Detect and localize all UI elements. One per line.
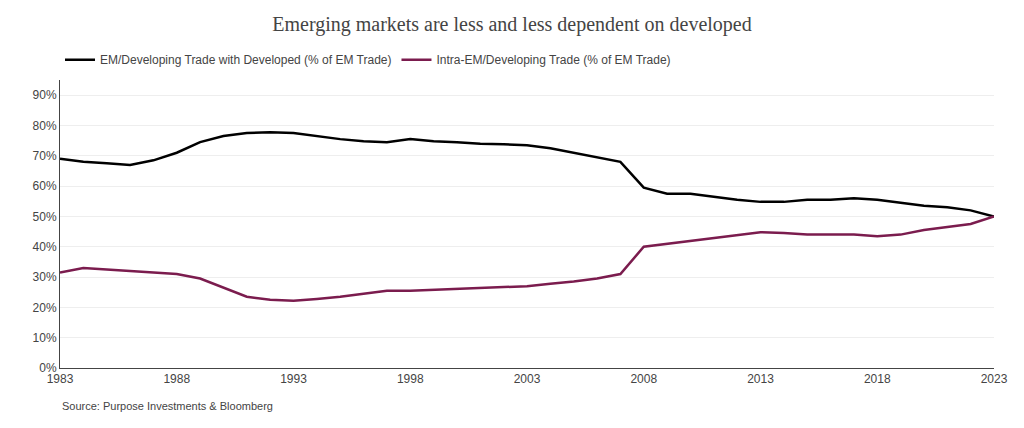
- svg-text:1988: 1988: [163, 372, 190, 386]
- svg-text:90%: 90%: [33, 88, 57, 102]
- svg-text:20%: 20%: [33, 301, 57, 315]
- svg-text:2008: 2008: [630, 372, 657, 386]
- svg-text:40%: 40%: [33, 240, 57, 254]
- svg-text:1983: 1983: [47, 372, 74, 386]
- svg-text:70%: 70%: [33, 149, 57, 163]
- svg-text:2018: 2018: [864, 372, 891, 386]
- svg-text:Source: Purpose Investments &: Source: Purpose Investments & Bloomberg: [62, 400, 273, 412]
- svg-text:2023: 2023: [981, 372, 1008, 386]
- svg-text:60%: 60%: [33, 179, 57, 193]
- svg-text:2013: 2013: [747, 372, 774, 386]
- svg-text:1998: 1998: [397, 372, 424, 386]
- svg-text:80%: 80%: [33, 119, 57, 133]
- svg-text:10%: 10%: [33, 331, 57, 345]
- svg-text:30%: 30%: [33, 270, 57, 284]
- svg-text:0%: 0%: [39, 361, 57, 375]
- svg-text:Intra-EM/Developing Trade (% o: Intra-EM/Developing Trade (% of EM Trade…: [436, 53, 670, 67]
- svg-text:50%: 50%: [33, 210, 57, 224]
- svg-text:1993: 1993: [280, 372, 307, 386]
- svg-text:EM/Developing Trade with Devel: EM/Developing Trade with Developed (% of…: [100, 53, 391, 67]
- svg-text:2003: 2003: [514, 372, 541, 386]
- svg-text:Emerging markets are less and: Emerging markets are less and less depen…: [272, 13, 751, 36]
